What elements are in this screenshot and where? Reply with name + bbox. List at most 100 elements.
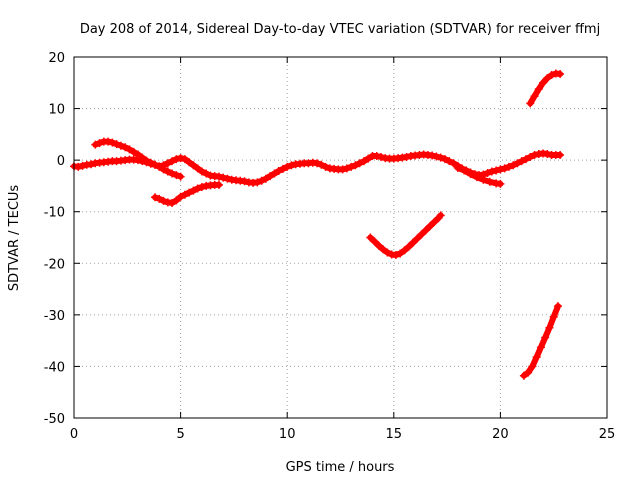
data-point xyxy=(545,323,554,332)
x-tick-label: 15 xyxy=(386,427,403,442)
data-point xyxy=(445,157,454,166)
data-point xyxy=(219,173,228,182)
data-point xyxy=(112,140,121,149)
data-point xyxy=(556,150,565,159)
data-point xyxy=(283,162,292,171)
data-point xyxy=(129,147,138,156)
data-point xyxy=(526,99,535,108)
data-point xyxy=(257,176,266,185)
data-point xyxy=(436,211,445,220)
data-point xyxy=(509,161,518,170)
data-point xyxy=(172,155,181,164)
data-point xyxy=(155,194,164,203)
data-point xyxy=(449,159,458,168)
data-point xyxy=(168,198,177,207)
data-point xyxy=(556,70,565,79)
data-layer xyxy=(70,69,565,380)
data-point xyxy=(426,222,435,231)
x-tick-label: 5 xyxy=(176,427,184,442)
data-point xyxy=(159,165,168,174)
data-point xyxy=(413,234,422,243)
data-point xyxy=(513,159,522,168)
data-point xyxy=(400,246,409,255)
data-point xyxy=(168,157,177,166)
data-point xyxy=(163,167,172,176)
y-tick-label: 20 xyxy=(48,51,65,66)
data-point xyxy=(193,164,202,173)
data-point xyxy=(521,155,530,164)
data-point xyxy=(479,175,488,184)
data-point xyxy=(372,152,381,161)
data-point xyxy=(543,74,552,83)
data-point xyxy=(460,166,469,175)
data-point xyxy=(536,343,545,352)
data-point xyxy=(78,161,87,170)
series-track-7 xyxy=(519,302,562,380)
data-point xyxy=(180,190,189,199)
data-point xyxy=(168,169,177,178)
series-track-6 xyxy=(526,69,565,108)
data-point xyxy=(500,164,509,173)
data-point xyxy=(193,184,202,193)
data-point xyxy=(155,162,164,171)
data-point xyxy=(321,162,330,171)
data-point xyxy=(108,138,117,147)
data-point xyxy=(374,241,383,250)
data-point xyxy=(87,160,96,169)
data-point xyxy=(517,157,526,166)
data-point xyxy=(180,155,189,164)
data-point xyxy=(404,242,413,251)
data-point xyxy=(485,177,494,186)
data-point xyxy=(492,166,501,175)
data-point xyxy=(472,173,481,182)
data-point xyxy=(370,237,379,246)
data-point xyxy=(432,152,441,161)
data-point xyxy=(524,368,533,377)
data-point xyxy=(202,169,211,178)
data-point xyxy=(189,161,198,170)
data-point xyxy=(532,353,541,362)
data-point xyxy=(74,162,83,171)
data-point xyxy=(487,167,496,176)
data-point xyxy=(347,162,356,171)
tick-layer xyxy=(73,56,608,419)
x-tick-label: 0 xyxy=(70,427,78,442)
y-tick-label: -50 xyxy=(44,412,65,427)
data-point xyxy=(253,178,262,187)
data-point xyxy=(172,171,181,180)
data-point xyxy=(421,226,430,235)
data-point xyxy=(151,160,160,169)
chart-title: Day 208 of 2014, Sidereal Day-to-day VTE… xyxy=(80,22,600,37)
data-point xyxy=(364,154,373,163)
data-point xyxy=(214,172,223,181)
data-point xyxy=(317,160,326,169)
series-track-2 xyxy=(91,137,185,181)
plot-frame xyxy=(73,56,608,419)
series-track-5 xyxy=(366,211,445,260)
data-point xyxy=(116,141,125,150)
series-track-3 xyxy=(151,180,223,207)
data-point xyxy=(530,92,539,101)
data-point xyxy=(185,158,194,167)
data-point xyxy=(543,149,552,158)
data-point xyxy=(240,177,249,186)
data-point xyxy=(436,153,445,162)
x-tick-label: 25 xyxy=(599,427,616,442)
data-point xyxy=(95,139,104,148)
data-point xyxy=(121,143,130,152)
data-point xyxy=(483,169,492,178)
data-point xyxy=(342,164,351,173)
data-point xyxy=(383,248,392,257)
data-point xyxy=(547,71,556,80)
grid-layer xyxy=(74,57,607,418)
data-point xyxy=(104,137,113,146)
data-point xyxy=(359,157,368,166)
data-point xyxy=(528,362,537,371)
data-point xyxy=(223,174,232,183)
data-point xyxy=(539,78,548,87)
data-point xyxy=(159,196,168,205)
data-point xyxy=(366,233,375,242)
data-point xyxy=(313,159,322,168)
y-tick-label: -40 xyxy=(44,360,65,375)
